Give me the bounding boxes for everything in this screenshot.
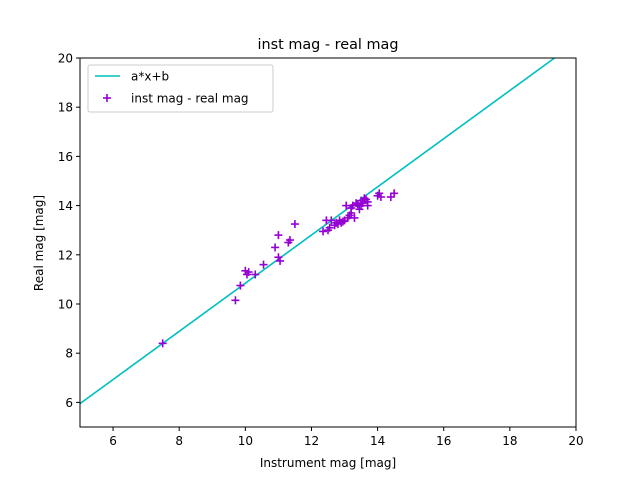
data-point <box>274 253 283 262</box>
data-point <box>363 197 372 206</box>
legend-label-scatter: inst mag - real mag <box>131 92 249 106</box>
y-tick-label: 12 <box>58 248 73 262</box>
legend-marker-swatch <box>103 94 111 102</box>
fit-line <box>80 58 555 405</box>
data-point <box>347 208 356 217</box>
data-point <box>276 256 285 265</box>
data-point <box>350 213 359 222</box>
x-tick-label: 18 <box>502 434 517 448</box>
y-tick-label: 10 <box>58 298 73 312</box>
data-point <box>285 236 294 245</box>
x-tick-label: 10 <box>238 434 253 448</box>
axes-frame <box>79 57 577 428</box>
x-tick-label: 12 <box>304 434 319 448</box>
data-point <box>271 243 280 252</box>
x-tick-label: 16 <box>436 434 451 448</box>
data-point <box>259 260 268 269</box>
chart-title: inst mag - real mag <box>258 37 399 53</box>
x-tick-label: 20 <box>568 434 583 448</box>
data-point <box>390 189 399 198</box>
x-axis-label: Instrument mag [mag] <box>260 456 396 470</box>
data-point <box>375 189 384 198</box>
y-axis-label: Real mag [mag] <box>32 195 46 291</box>
legend: a*x+b inst mag - real mag <box>87 64 274 113</box>
data-point <box>327 216 336 225</box>
plot-area: 6 8 10 12 14 16 18 20 6 8 10 12 14 16 18 20 <box>58 52 584 449</box>
data-point <box>319 227 328 236</box>
y-tick-label: 6 <box>65 396 73 410</box>
x-tick-label: 6 <box>109 434 117 448</box>
y-tick-label: 8 <box>65 347 73 361</box>
data-point <box>251 270 260 279</box>
y-tick-label: 14 <box>58 199 73 213</box>
y-tick-label: 18 <box>58 101 73 115</box>
data-point <box>158 339 167 348</box>
legend-box <box>87 64 274 113</box>
data-point <box>290 220 299 229</box>
y-tick-label: 20 <box>58 52 73 66</box>
data-point <box>244 268 253 277</box>
y-tick-label: 16 <box>58 150 73 164</box>
data-point <box>376 192 385 201</box>
data-point <box>338 217 347 226</box>
data-point <box>325 223 334 232</box>
data-point <box>231 296 240 305</box>
legend-label-line: a*x+b <box>131 70 169 84</box>
data-point <box>274 231 283 240</box>
x-tick-label: 14 <box>370 434 385 448</box>
data-point <box>355 205 364 214</box>
x-tick-label: 8 <box>175 434 183 448</box>
data-point <box>236 281 245 290</box>
